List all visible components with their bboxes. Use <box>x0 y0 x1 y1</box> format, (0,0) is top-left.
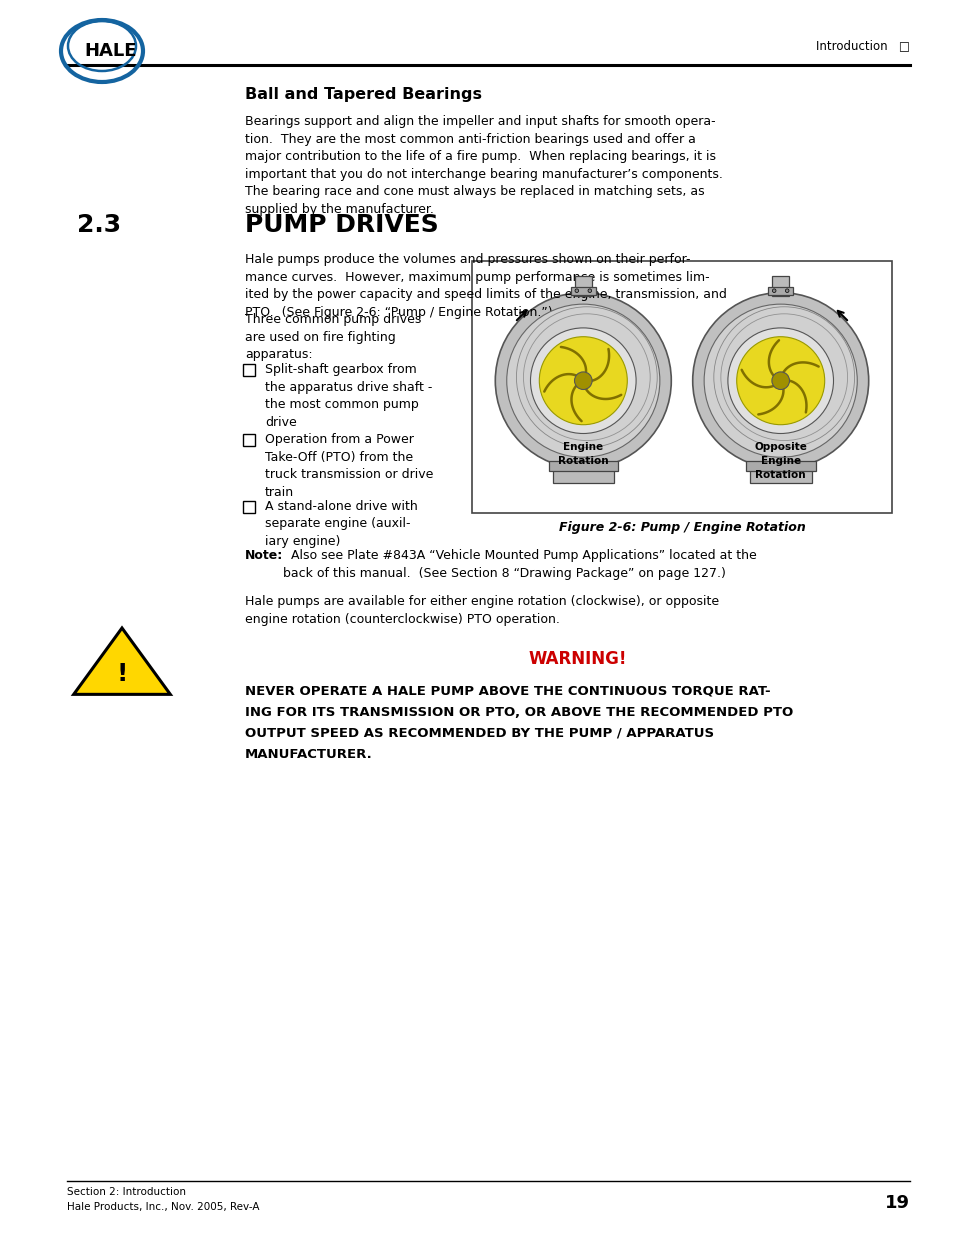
Text: OUTPUT SPEED AS RECOMMENDED BY THE PUMP / APPARATUS: OUTPUT SPEED AS RECOMMENDED BY THE PUMP … <box>245 727 714 740</box>
Text: mance curves.  However, maximum pump performance is sometimes lim-: mance curves. However, maximum pump perf… <box>245 270 709 284</box>
Text: Rotation: Rotation <box>755 471 805 480</box>
Bar <box>771 275 788 295</box>
Bar <box>767 287 792 295</box>
Text: 2.3: 2.3 <box>77 212 121 237</box>
Text: The bearing race and cone must always be replaced in matching sets, as: The bearing race and cone must always be… <box>245 185 704 198</box>
Text: important that you do not interchange bearing manufacturer’s components.: important that you do not interchange be… <box>245 168 722 180</box>
Text: the most common pump: the most common pump <box>265 398 418 411</box>
Bar <box>575 275 591 295</box>
Text: HALE: HALE <box>84 42 136 61</box>
Circle shape <box>703 304 857 457</box>
Circle shape <box>692 293 868 469</box>
Text: Take-Off (PTO) from the: Take-Off (PTO) from the <box>265 451 413 463</box>
Text: back of this manual.  (See Section 8 “Drawing Package” on page 127.): back of this manual. (See Section 8 “Dra… <box>283 567 725 579</box>
Bar <box>552 464 614 483</box>
Text: Hale pumps produce the volumes and pressures shown on their perfor-: Hale pumps produce the volumes and press… <box>245 253 690 266</box>
Text: apparatus:: apparatus: <box>245 348 313 361</box>
Circle shape <box>736 337 823 425</box>
Text: drive: drive <box>265 415 296 429</box>
Circle shape <box>772 289 775 293</box>
Text: NEVER OPERATE A HALE PUMP ABOVE THE CONTINUOUS TORQUE RAT-: NEVER OPERATE A HALE PUMP ABOVE THE CONT… <box>245 685 770 698</box>
Polygon shape <box>73 629 171 694</box>
Text: Introduction   □: Introduction □ <box>815 40 909 52</box>
Text: separate engine (auxil-: separate engine (auxil- <box>265 517 410 531</box>
Circle shape <box>784 289 788 293</box>
Text: WARNING!: WARNING! <box>528 650 626 668</box>
Text: PTO.  (See Figure 2-6: “Pump / Engine Rotation.”): PTO. (See Figure 2-6: “Pump / Engine Rot… <box>245 305 552 319</box>
Text: MANUFACTURER.: MANUFACTURER. <box>245 748 373 761</box>
Text: train: train <box>265 485 294 499</box>
Text: Section 2: Introduction: Section 2: Introduction <box>67 1187 186 1197</box>
Text: Hale pumps are available for either engine rotation (clockwise), or opposite: Hale pumps are available for either engi… <box>245 595 719 608</box>
Text: Split-shaft gearbox from: Split-shaft gearbox from <box>265 363 416 375</box>
Text: major contribution to the life of a fire pump.  When replacing bearings, it is: major contribution to the life of a fire… <box>245 149 716 163</box>
Text: engine rotation (counterclockwise) PTO operation.: engine rotation (counterclockwise) PTO o… <box>245 613 559 625</box>
Text: tion.  They are the most common anti-friction bearings used and offer a: tion. They are the most common anti-fric… <box>245 132 695 146</box>
Text: supplied by the manufacturer.: supplied by the manufacturer. <box>245 203 434 215</box>
Text: ited by the power capacity and speed limits of the engine, transmission, and: ited by the power capacity and speed lim… <box>245 288 726 301</box>
Text: Note:: Note: <box>245 550 283 562</box>
Text: Engine: Engine <box>562 442 602 452</box>
Text: !: ! <box>116 662 128 685</box>
Bar <box>749 464 811 483</box>
Circle shape <box>495 293 671 469</box>
Text: Bearings support and align the impeller and input shafts for smooth opera-: Bearings support and align the impeller … <box>245 115 715 128</box>
Circle shape <box>575 289 578 293</box>
Circle shape <box>587 289 591 293</box>
Text: Hale Products, Inc., Nov. 2005, Rev-A: Hale Products, Inc., Nov. 2005, Rev-A <box>67 1202 259 1212</box>
Text: iary engine): iary engine) <box>265 535 340 548</box>
Text: Figure 2-6: Pump / Engine Rotation: Figure 2-6: Pump / Engine Rotation <box>558 521 804 534</box>
Text: the apparatus drive shaft -: the apparatus drive shaft - <box>265 380 432 394</box>
Text: PUMP DRIVES: PUMP DRIVES <box>245 212 438 237</box>
Text: A stand-alone drive with: A stand-alone drive with <box>265 500 417 513</box>
Bar <box>745 461 815 471</box>
Text: Engine: Engine <box>760 456 800 467</box>
Bar <box>243 364 254 375</box>
Circle shape <box>574 372 592 389</box>
Bar <box>472 261 891 513</box>
Bar <box>243 433 254 446</box>
Text: Opposite: Opposite <box>754 442 806 452</box>
Circle shape <box>538 337 627 425</box>
Text: truck transmission or drive: truck transmission or drive <box>265 468 433 480</box>
Text: ING FOR ITS TRANSMISSION OR PTO, OR ABOVE THE RECOMMENDED PTO: ING FOR ITS TRANSMISSION OR PTO, OR ABOV… <box>245 706 792 719</box>
Text: 19: 19 <box>884 1194 909 1212</box>
Circle shape <box>771 372 789 389</box>
Bar <box>548 461 618 471</box>
Text: Rotation: Rotation <box>558 456 608 467</box>
Text: are used on fire fighting: are used on fire fighting <box>245 331 395 343</box>
Text: Three common pump drives: Three common pump drives <box>245 312 421 326</box>
Text: Also see Plate #843A “Vehicle Mounted Pump Applications” located at the: Also see Plate #843A “Vehicle Mounted Pu… <box>283 550 756 562</box>
Text: Ball and Tapered Bearings: Ball and Tapered Bearings <box>245 86 481 103</box>
Circle shape <box>506 304 659 457</box>
Bar <box>570 287 596 295</box>
Circle shape <box>727 329 833 433</box>
Bar <box>243 501 254 513</box>
Circle shape <box>530 329 636 433</box>
Text: Operation from a Power: Operation from a Power <box>265 433 414 446</box>
